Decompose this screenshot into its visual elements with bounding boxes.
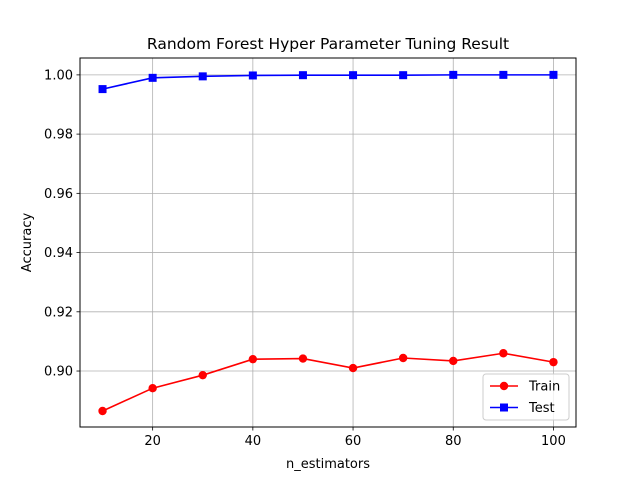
data-point-train — [549, 357, 558, 367]
data-point-train — [348, 363, 358, 373]
legend-label-train: Train — [528, 380, 560, 395]
series-train — [98, 349, 558, 416]
y-axis-label: Accuracy — [20, 213, 35, 273]
y-tick-label: 0.90 — [44, 365, 73, 380]
data-point-test — [549, 70, 558, 79]
data-point-test — [449, 70, 458, 79]
legend-entries: Train Test — [490, 380, 560, 416]
data-point-train — [449, 356, 458, 366]
legend-label-test: Test — [528, 401, 555, 416]
series-line-train — [102, 352, 554, 412]
x-tick-label: 100 — [541, 434, 566, 449]
series-line-test — [102, 74, 554, 90]
data-point-train — [98, 406, 107, 416]
y-tick-label: 0.92 — [44, 305, 73, 320]
y-tick-label: 1.00 — [44, 68, 73, 83]
data-point-test — [148, 73, 157, 82]
y-tick-label: 0.96 — [44, 187, 73, 202]
data-point-test — [248, 71, 257, 80]
series-test — [98, 70, 558, 94]
data-point-train — [398, 353, 408, 363]
legend-entry-train: Train — [490, 380, 560, 395]
data-point-test — [349, 71, 358, 80]
x-tick-label: 20 — [144, 434, 161, 449]
x-tick-label: 60 — [345, 434, 362, 449]
data-point-test — [298, 71, 307, 80]
legend-marker-test — [500, 403, 508, 412]
data-point-test — [499, 70, 508, 79]
data-point-train — [499, 349, 508, 358]
legend-marker-train — [499, 381, 509, 391]
plot-frame — [79, 57, 577, 428]
data-point-train — [298, 354, 308, 363]
series-layer — [98, 70, 558, 416]
data-point-test — [98, 85, 107, 94]
data-point-test — [198, 72, 207, 81]
x-tick-label: 80 — [445, 434, 462, 449]
y-tick-label: 0.94 — [44, 246, 73, 261]
x-tick-label: 40 — [245, 434, 262, 449]
legend-entry-test: Test — [490, 401, 555, 416]
data-point-train — [248, 354, 258, 364]
y-tick-label: 0.98 — [44, 128, 73, 143]
data-point-test — [399, 71, 408, 80]
legend: Train Test — [482, 373, 570, 421]
data-point-train — [148, 384, 157, 393]
ticks: 20 40 60 80 100 0.90 0.92 0.94 0.96 0.98 1.00 — [44, 68, 566, 449]
chart-title: Random Forest Hyper Parameter Tuning Res… — [147, 35, 509, 53]
x-axis-label: n_estimators — [286, 457, 370, 472]
data-point-train — [198, 370, 207, 380]
